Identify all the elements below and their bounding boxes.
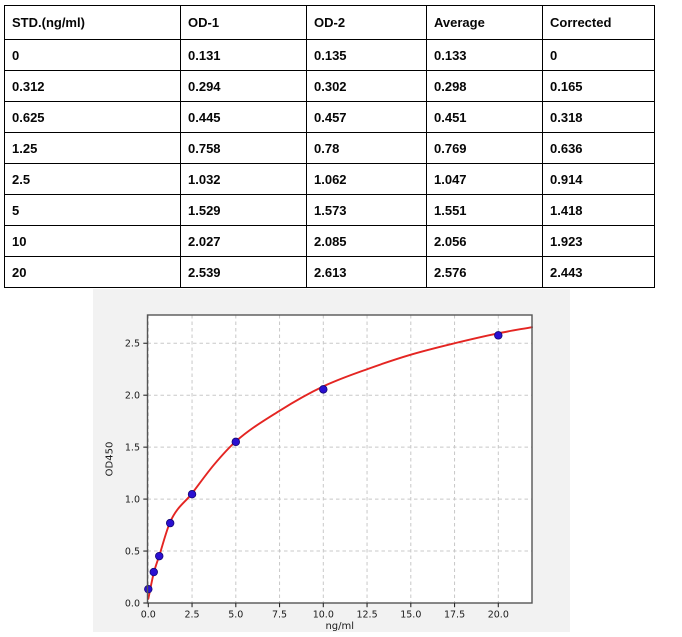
plot-area [147, 315, 532, 603]
y-tick-label: 2.0 [125, 391, 140, 402]
table-cell: 0.131 [180, 39, 307, 71]
table-cell: 2.027 [180, 225, 307, 257]
data-point [155, 551, 164, 561]
table-cell: 0.457 [306, 101, 427, 133]
table-head: STD.(ng/ml) OD-1 OD-2 Average Corrected [4, 5, 655, 40]
x-tick-label: 12.5 [356, 610, 377, 621]
table-row-5: 5 1.529 1.573 1.551 1.418 [4, 194, 655, 226]
table-cell: 0.298 [426, 70, 543, 102]
data-point [144, 584, 153, 594]
table-cell: 0.914 [542, 163, 655, 195]
table-cell: 1.047 [426, 163, 543, 195]
table-cell: 0.135 [306, 39, 427, 71]
table-cell: 20 [4, 256, 181, 288]
data-point [494, 331, 503, 340]
y-tick-label: 0.5 [125, 546, 140, 557]
x-axis-label: ng/ml [325, 621, 354, 632]
table-cell: 0.294 [180, 70, 307, 102]
data-point [319, 385, 328, 394]
table-cell: 2.539 [180, 256, 307, 288]
table-row-3: 1.25 0.758 0.78 0.769 0.636 [4, 132, 655, 164]
y-tick-label: 2.5 [125, 339, 140, 350]
table-cell: 0.302 [306, 70, 427, 102]
table-header-cell-2: OD-2 [306, 5, 427, 40]
x-tick-label: 0.0 [141, 610, 156, 621]
table-cell: 2.056 [426, 225, 543, 257]
table-cell: 0.636 [542, 132, 655, 164]
table-row-0: 0 0.131 0.135 0.133 0 [4, 39, 655, 71]
x-tick-label: 2.5 [184, 610, 199, 621]
table-cell: 0.769 [426, 132, 543, 164]
table-cell: 1.529 [180, 194, 307, 226]
table-cell: 1.062 [306, 163, 427, 195]
table-cell: 1.923 [542, 225, 655, 257]
table-cell: 2.085 [306, 225, 427, 257]
table-cell: 1.032 [180, 163, 307, 195]
table-cell: 2.613 [306, 256, 427, 288]
table-header-row: STD.(ng/ml) OD-1 OD-2 Average Corrected [4, 5, 655, 40]
x-tick-label: 17.5 [444, 610, 465, 621]
x-tick-label: 5.0 [228, 610, 243, 621]
x-tick-label: 15.0 [400, 610, 421, 621]
table-cell: 0.78 [306, 132, 427, 164]
x-tick-label: 20.0 [488, 610, 509, 621]
x-tick-label: 7.5 [272, 610, 287, 621]
table-row-1: 0.312 0.294 0.302 0.298 0.165 [4, 70, 655, 102]
table-row-7: 20 2.539 2.613 2.576 2.443 [4, 256, 655, 288]
data-point [149, 567, 158, 577]
y-tick-label: 0.0 [125, 598, 140, 609]
table-cell: 0 [4, 39, 181, 71]
plot-border [146, 314, 533, 604]
y-axis-label: OD450 [105, 442, 116, 477]
y-tick-label: 1.5 [125, 442, 140, 453]
table-cell: 0 [542, 39, 655, 71]
standard-curve-figure: 0.0 2.5 5.0 7.5 10.0 12.5 15.0 17.5 20.0 0.0 0.5 1.… [93, 289, 570, 632]
x-tick-label: 10.0 [313, 610, 334, 621]
table-cell: 5 [4, 194, 181, 226]
table-row-6: 10 2.027 2.085 2.056 1.923 [4, 225, 655, 257]
table-cell: 10 [4, 225, 181, 257]
table-cell: 0.133 [426, 39, 543, 71]
data-point [231, 437, 240, 447]
table-row-4: 2.5 1.032 1.062 1.047 0.914 [4, 163, 655, 195]
table-cell: 1.25 [4, 132, 181, 164]
table-header-cell-3: Average [426, 5, 543, 40]
table-cell: 1.551 [426, 194, 543, 226]
table-body: 0 0.131 0.135 0.133 0 0.312 0.294 0.302 0.298 0.1… [4, 39, 655, 288]
table-cell: 0.165 [542, 70, 655, 102]
table-cell: 0.312 [4, 70, 181, 102]
standard-curve-chart: 0.0 2.5 5.0 7.5 10.0 12.5 15.0 17.5 20.0 0.0 0.5 1.… [105, 314, 534, 632]
table-row-2: 0.625 0.445 0.457 0.451 0.318 [4, 101, 655, 133]
table-header-cell-4: Corrected [542, 5, 655, 40]
table-cell: 2.5 [4, 163, 181, 195]
table-cell: 2.443 [542, 256, 655, 288]
table-cell: 2.576 [426, 256, 543, 288]
table-cell: 1.573 [306, 194, 427, 226]
data-point [165, 518, 175, 528]
table-cell: 0.758 [180, 132, 307, 164]
table-cell: 0.318 [542, 101, 655, 133]
standard-table: STD.(ng/ml) OD-1 OD-2 Average Corrected 0 0.1… [4, 5, 655, 288]
table-cell: 1.418 [542, 194, 655, 226]
data-point [187, 490, 197, 499]
table-cell: 0.451 [426, 101, 543, 133]
table-cell: 0.625 [4, 101, 181, 133]
table-cell: 0.445 [180, 101, 307, 133]
table-header-cell-1: OD-1 [180, 5, 307, 40]
table-header-cell-0: STD.(ng/ml) [4, 5, 181, 40]
y-tick-label: 1.0 [125, 494, 140, 505]
